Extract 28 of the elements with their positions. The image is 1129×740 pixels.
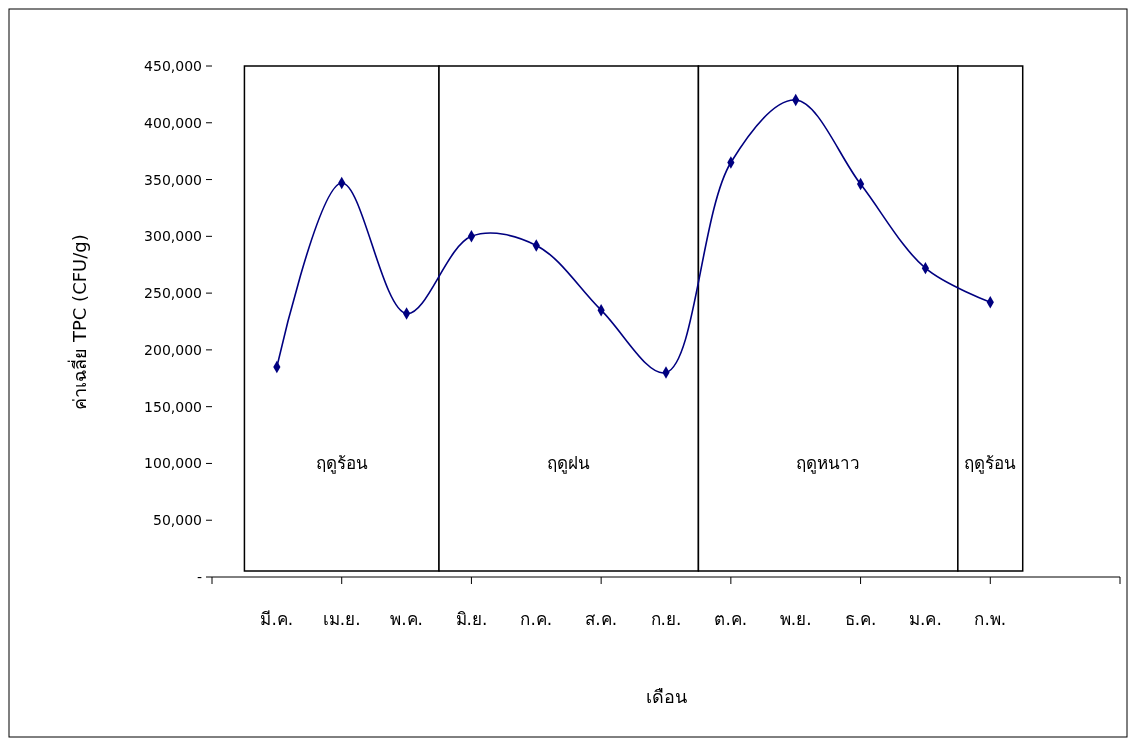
y-tick-label: 400,000 [144,114,202,131]
band-label: ฤดูฝน [547,453,591,475]
x-tick-label: ม.ค. [909,609,942,629]
band-label: ฤดูหนาว [796,453,861,475]
y-tick-label: 50,000 [153,512,202,529]
y-tick-label: 250,000 [144,285,202,302]
x-tick-label: ธ.ค. [844,609,877,629]
y-axis-title: ค่าเฉลี่ย TPC (CFU/g) [67,234,90,410]
x-tick-label: เม.ย. [322,609,361,629]
x-tick-label: ต.ค. [714,609,748,629]
x-tick-label: พ.ย. [779,609,812,629]
y-tick-label: 100,000 [144,455,202,472]
band-label: ฤดูร้อน [964,453,1017,475]
x-tick-label: มี.ค. [260,609,294,629]
x-axis-title: เดือน [645,686,687,707]
x-tick-label: มิ.ย. [455,609,488,629]
y-tick-label: 150,000 [144,398,202,415]
y-tick-label: 300,000 [144,228,202,245]
y-tick-label: 350,000 [144,171,202,188]
y-tick-label: 450,000 [144,58,202,74]
x-tick-label: ก.ค. [520,609,553,629]
x-tick-label: ส.ค. [585,609,618,629]
x-tick-label: ก.พ. [974,609,1007,629]
band-label: ฤดูร้อน [315,453,368,475]
y-tick-label: - [196,569,202,585]
x-tick-label: พ.ค. [390,609,423,629]
y-tick-label: 200,000 [144,341,202,358]
x-tick-label: ก.ย. [650,609,682,629]
